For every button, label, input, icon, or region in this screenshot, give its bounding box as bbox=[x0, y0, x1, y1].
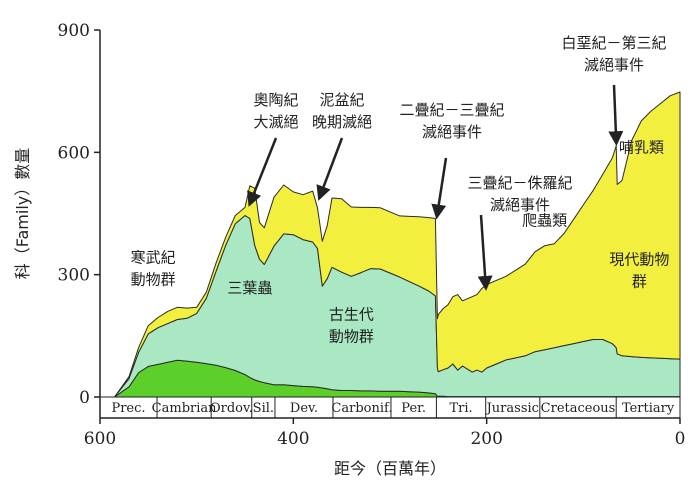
x-tick-label: 200 bbox=[470, 429, 502, 449]
x-tick-label: 0 bbox=[675, 429, 686, 449]
period-label: Cretaceous bbox=[541, 401, 616, 416]
event-arrow bbox=[316, 137, 344, 201]
period-label: Jurassic bbox=[485, 401, 539, 416]
period-label: Prec. bbox=[111, 401, 145, 416]
event-label: 泥盆紀晚期滅絕 bbox=[312, 91, 372, 131]
period-label: Carbonif. bbox=[331, 401, 392, 416]
period-label: Sil. bbox=[253, 401, 274, 416]
event-label: 奧陶紀大滅絕 bbox=[253, 91, 298, 131]
event-arrow bbox=[431, 157, 448, 220]
period-label: Per. bbox=[401, 401, 426, 416]
region-label: 爬蟲類 bbox=[522, 212, 567, 230]
axes bbox=[99, 30, 680, 419]
region-label: 哺乳類 bbox=[619, 138, 664, 156]
region-labels: 寒武紀動物群三葉蟲古生代動物群 爬蟲類 哺乳類現代動物群 bbox=[131, 138, 670, 345]
event-label: 三疊紀－侏羅紀滅絕事件 bbox=[467, 174, 572, 214]
y-tick-label: 900 bbox=[58, 21, 90, 41]
modern-fauna-area bbox=[114, 91, 681, 398]
period-label: Dev. bbox=[290, 401, 318, 416]
period-label: Ordov. bbox=[210, 401, 253, 416]
region-label: 三葉蟲 bbox=[227, 279, 272, 297]
region-label: 寒武紀動物群 bbox=[131, 248, 176, 288]
region-label: 古生代動物群 bbox=[329, 306, 374, 346]
y-tick-label: 300 bbox=[58, 266, 90, 286]
period-label: Cambrian bbox=[152, 401, 217, 416]
y-tick-label: 600 bbox=[58, 143, 90, 163]
stacked-areas bbox=[114, 91, 681, 398]
event-label: 白堊紀－第三紀滅絕事件 bbox=[561, 34, 666, 74]
x-tick-label: 400 bbox=[277, 429, 309, 449]
y-tick-label: 0 bbox=[79, 388, 90, 408]
x-tick-label: 600 bbox=[84, 429, 116, 449]
ticks: 0 300 600 900 600 400 200 0 bbox=[58, 21, 686, 449]
event-arrow bbox=[608, 84, 624, 147]
event-label: 二疊紀－三疊紀滅絕事件 bbox=[399, 101, 504, 141]
region-label: 現代動物群 bbox=[609, 250, 669, 290]
event-arrow bbox=[247, 137, 278, 207]
event-arrow bbox=[477, 214, 493, 291]
period-label: Tri. bbox=[449, 401, 472, 416]
period-label: Tertiary bbox=[622, 401, 675, 416]
y-axis-title: 科（Family）數量 bbox=[13, 148, 32, 280]
x-axis-title: 距今（百萬年） bbox=[334, 459, 446, 478]
